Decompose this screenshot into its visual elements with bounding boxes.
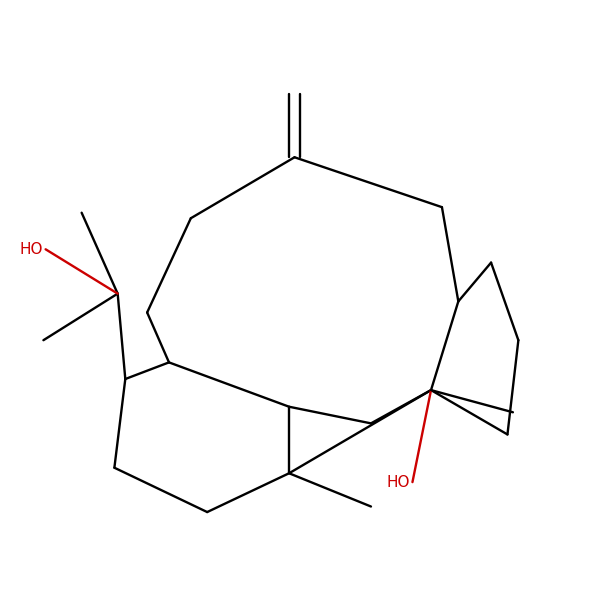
- Text: HO: HO: [20, 242, 43, 257]
- Text: HO: HO: [387, 475, 410, 490]
